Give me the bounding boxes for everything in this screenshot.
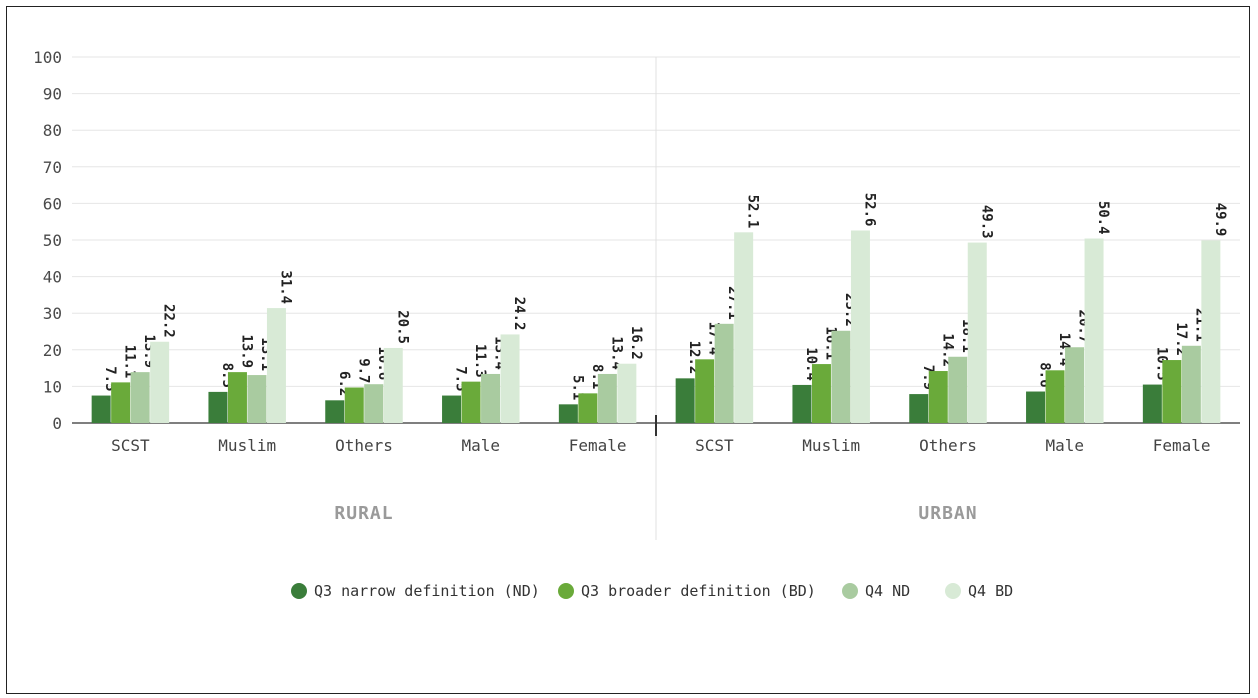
- bar: [948, 356, 968, 423]
- bar: [1026, 391, 1046, 423]
- bar: [811, 364, 831, 423]
- x-tick-label: Others: [919, 436, 977, 455]
- bar: [111, 382, 131, 423]
- bar: [831, 330, 851, 423]
- bar: [266, 308, 286, 423]
- bar: [227, 372, 247, 423]
- legend-label: Q4 ND: [865, 582, 910, 600]
- bar: [695, 359, 715, 423]
- y-tick-label: 60: [43, 194, 62, 213]
- bar: [558, 404, 578, 423]
- bar: [1162, 360, 1182, 423]
- bar: [1084, 238, 1104, 423]
- group-label: RURAL: [334, 503, 393, 524]
- y-tick-label: 0: [52, 414, 62, 433]
- data-label: 16.2: [628, 326, 644, 360]
- legend-swatch: [945, 583, 961, 599]
- bar: [850, 230, 870, 423]
- bar: [247, 375, 267, 423]
- bar: [1181, 345, 1201, 423]
- data-label: 22.2: [161, 304, 177, 338]
- group-label: URBAN: [918, 503, 977, 524]
- y-tick-label: 100: [33, 48, 62, 67]
- x-tick-label: Male: [462, 436, 501, 455]
- legend-swatch: [291, 583, 307, 599]
- data-label: 13.4: [608, 336, 624, 370]
- legend-swatch: [558, 583, 574, 599]
- bar: [967, 242, 987, 423]
- bar: [1142, 384, 1162, 423]
- data-label: 13.9: [238, 334, 254, 368]
- data-label: 24.2: [511, 297, 527, 331]
- y-tick-label: 40: [43, 268, 62, 287]
- x-tick-label: Others: [335, 436, 393, 455]
- bar: [481, 373, 501, 423]
- data-label: 11.3: [472, 344, 488, 378]
- bar: [928, 371, 948, 423]
- bar: [617, 363, 637, 423]
- bar: [344, 387, 364, 423]
- bar: [714, 323, 734, 423]
- data-label: 9.7: [355, 358, 371, 383]
- bar: [1045, 370, 1065, 423]
- data-label: 52.6: [861, 193, 877, 227]
- y-tick-label: 20: [43, 341, 62, 360]
- bar: [578, 393, 598, 423]
- bar: [597, 373, 617, 423]
- legend-label: Q4 BD: [968, 582, 1013, 600]
- x-tick-label: Female: [569, 436, 627, 455]
- y-tick-label: 30: [43, 304, 62, 323]
- y-tick-label: 10: [43, 377, 62, 396]
- bar: [442, 395, 462, 423]
- data-label: 49.9: [1212, 203, 1228, 237]
- data-label: 31.4: [277, 270, 293, 304]
- bar: [1065, 347, 1085, 423]
- bar: [208, 391, 228, 423]
- bar: [383, 347, 403, 423]
- data-label: 52.1: [745, 195, 761, 229]
- bar: [1201, 240, 1221, 423]
- y-tick-label: 80: [43, 121, 62, 140]
- bar: [325, 400, 345, 423]
- legend-label: Q3 narrow definition (ND): [314, 582, 540, 600]
- bar: [909, 394, 929, 423]
- x-tick-label: Muslim: [802, 436, 860, 455]
- bar: [500, 334, 520, 423]
- data-label: 50.4: [1095, 201, 1111, 235]
- bar: [150, 341, 170, 423]
- bar: [364, 384, 384, 423]
- bar: [675, 378, 695, 423]
- x-tick-label: SCST: [111, 436, 150, 455]
- x-tick-label: Male: [1046, 436, 1085, 455]
- data-label: 49.3: [978, 205, 994, 239]
- x-tick-label: Female: [1153, 436, 1211, 455]
- bar: [130, 372, 150, 423]
- y-tick-label: 70: [43, 158, 62, 177]
- bar: [792, 384, 812, 423]
- y-tick-label: 90: [43, 85, 62, 104]
- x-tick-label: Muslim: [218, 436, 276, 455]
- data-label: 11.1: [122, 345, 138, 379]
- data-label: 20.5: [394, 310, 410, 344]
- x-tick-label: SCST: [695, 436, 734, 455]
- bar: [734, 232, 754, 423]
- bar: [461, 381, 481, 423]
- y-tick-label: 50: [43, 231, 62, 250]
- legend-swatch: [842, 583, 858, 599]
- legend-label: Q3 broader definition (BD): [581, 582, 816, 600]
- bar: [91, 395, 111, 423]
